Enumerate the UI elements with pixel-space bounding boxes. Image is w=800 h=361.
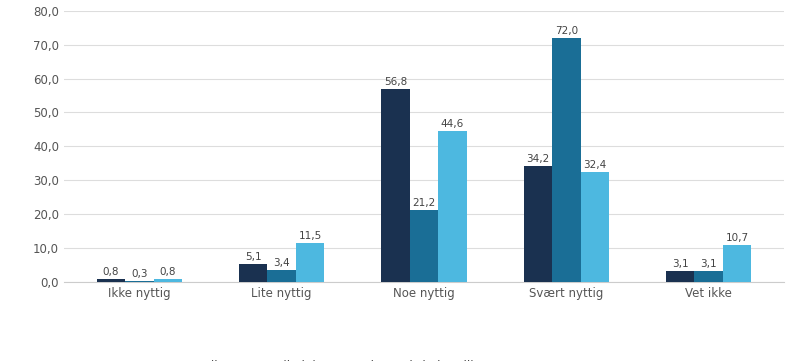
Text: 3,4: 3,4 <box>274 258 290 268</box>
Bar <box>410 210 438 282</box>
Text: 0,3: 0,3 <box>131 269 148 279</box>
Bar <box>296 243 324 282</box>
Bar <box>581 172 609 282</box>
Bar <box>524 166 552 282</box>
Bar <box>723 245 751 282</box>
Text: 3,1: 3,1 <box>700 259 717 269</box>
Text: 11,5: 11,5 <box>298 231 322 241</box>
Text: 0,8: 0,8 <box>160 267 176 277</box>
Text: 32,4: 32,4 <box>583 160 606 170</box>
Bar <box>552 38 581 282</box>
Text: 34,2: 34,2 <box>526 154 550 164</box>
Legend: Tilsyn, Veiledning, Klagesaksbehandling: Tilsyn, Veiledning, Klagesaksbehandling <box>186 360 489 361</box>
Bar <box>666 271 694 282</box>
Bar <box>154 279 182 282</box>
Bar <box>239 264 267 282</box>
Bar <box>125 280 154 282</box>
Bar <box>694 271 723 282</box>
Bar <box>97 279 125 282</box>
Text: 3,1: 3,1 <box>672 259 689 269</box>
Text: 56,8: 56,8 <box>384 77 407 87</box>
Bar <box>382 89 410 282</box>
Text: 5,1: 5,1 <box>245 252 262 262</box>
Bar <box>267 270 296 282</box>
Text: 44,6: 44,6 <box>441 119 464 129</box>
Text: 0,8: 0,8 <box>102 267 119 277</box>
Text: 72,0: 72,0 <box>554 26 578 36</box>
Text: 21,2: 21,2 <box>412 198 436 208</box>
Text: 10,7: 10,7 <box>726 233 749 243</box>
Bar <box>438 131 466 282</box>
